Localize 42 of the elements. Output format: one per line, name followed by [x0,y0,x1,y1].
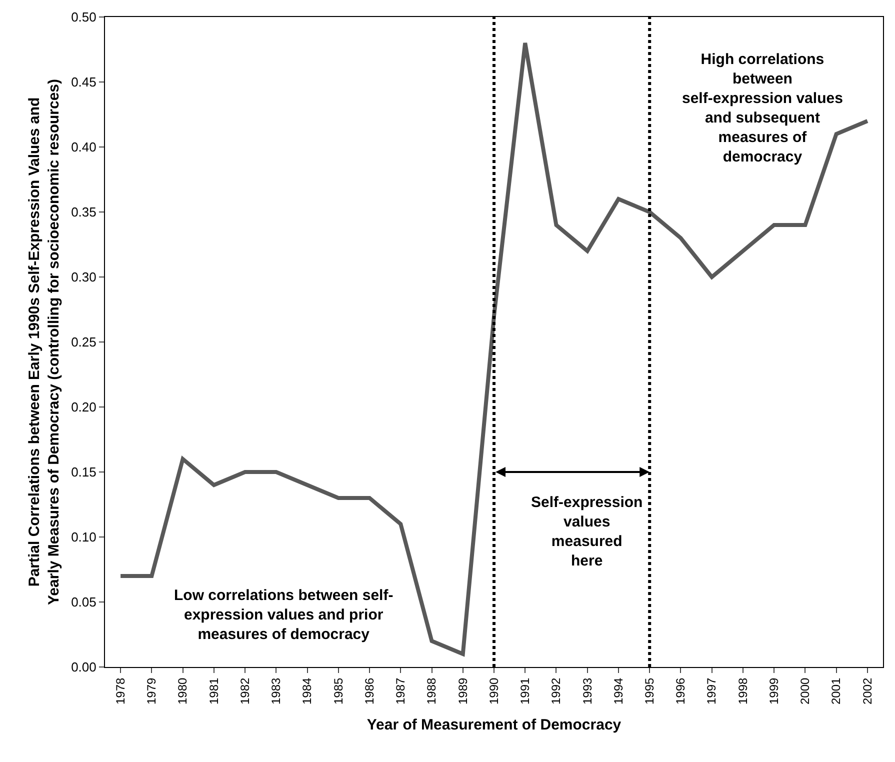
x-tick-label: 1986 [362,677,376,705]
y-tick-label: 0.40 [71,140,96,155]
x-tick-label: 1999 [766,677,781,705]
x-tick-label: 1998 [736,677,750,705]
y-tick-label: 0.35 [71,204,96,220]
x-tick-label: 2000 [798,677,812,705]
x-axis-title: Year of Measurement of Democracy [366,716,622,734]
x-tick-label: 1995 [642,677,656,705]
x-tick-label: 1997 [704,677,719,705]
x-tick-label: 1981 [206,677,221,705]
annotation: Self-expression values measured here [531,494,643,570]
line-series [118,41,870,656]
x-tick-label: 1987 [394,677,408,705]
x-tick-label: 1982 [238,677,252,705]
y-tick-label: 0.10 [71,530,96,545]
x-tick-label: 1996 [674,677,688,705]
x-tick-label: 1980 [176,677,190,705]
annotation: High correlations between self-expression values and subsequent measures of democracy [682,51,843,166]
y-axis-title: Partial Correlations between Early 1990s Self-Expression Values and Yearly Measures of Democracy (controlling for socioeconomic resources) [26,78,62,606]
x-tick-label: 1991 [518,677,532,705]
x-tick-label: 1984 [300,677,314,705]
x-tick-label: 1979 [144,677,159,705]
x-tick-label: 1990 [486,677,501,705]
x-tick-label: 1988 [424,677,439,705]
x-tick-label: 2001 [829,677,844,705]
y-tick-label: 0.50 [71,10,96,25]
y-tick-label: 0.05 [71,594,96,610]
x-tick-label: 1983 [269,677,284,705]
x-tick-label: 1978 [113,677,128,705]
y-tick-label: 0.25 [71,334,96,350]
y-tick-label: 0.15 [71,464,96,480]
x-tick-label: 1993 [580,677,594,705]
annotation: Low correlations between self- expression values and prior measures of democracy [174,587,394,643]
x-tick-label: 1989 [456,677,470,705]
x-tick-label: 1985 [331,677,346,705]
x-tick-label: 2002 [860,677,874,705]
x-tick-label: 1994 [611,677,626,705]
y-tick-label: 0.20 [71,400,96,415]
y-tick-label: 0.00 [71,660,96,675]
x-tick-label: 1992 [549,677,564,705]
y-tick-label: 0.45 [71,74,96,90]
y-tick-label: 0.30 [71,270,96,285]
